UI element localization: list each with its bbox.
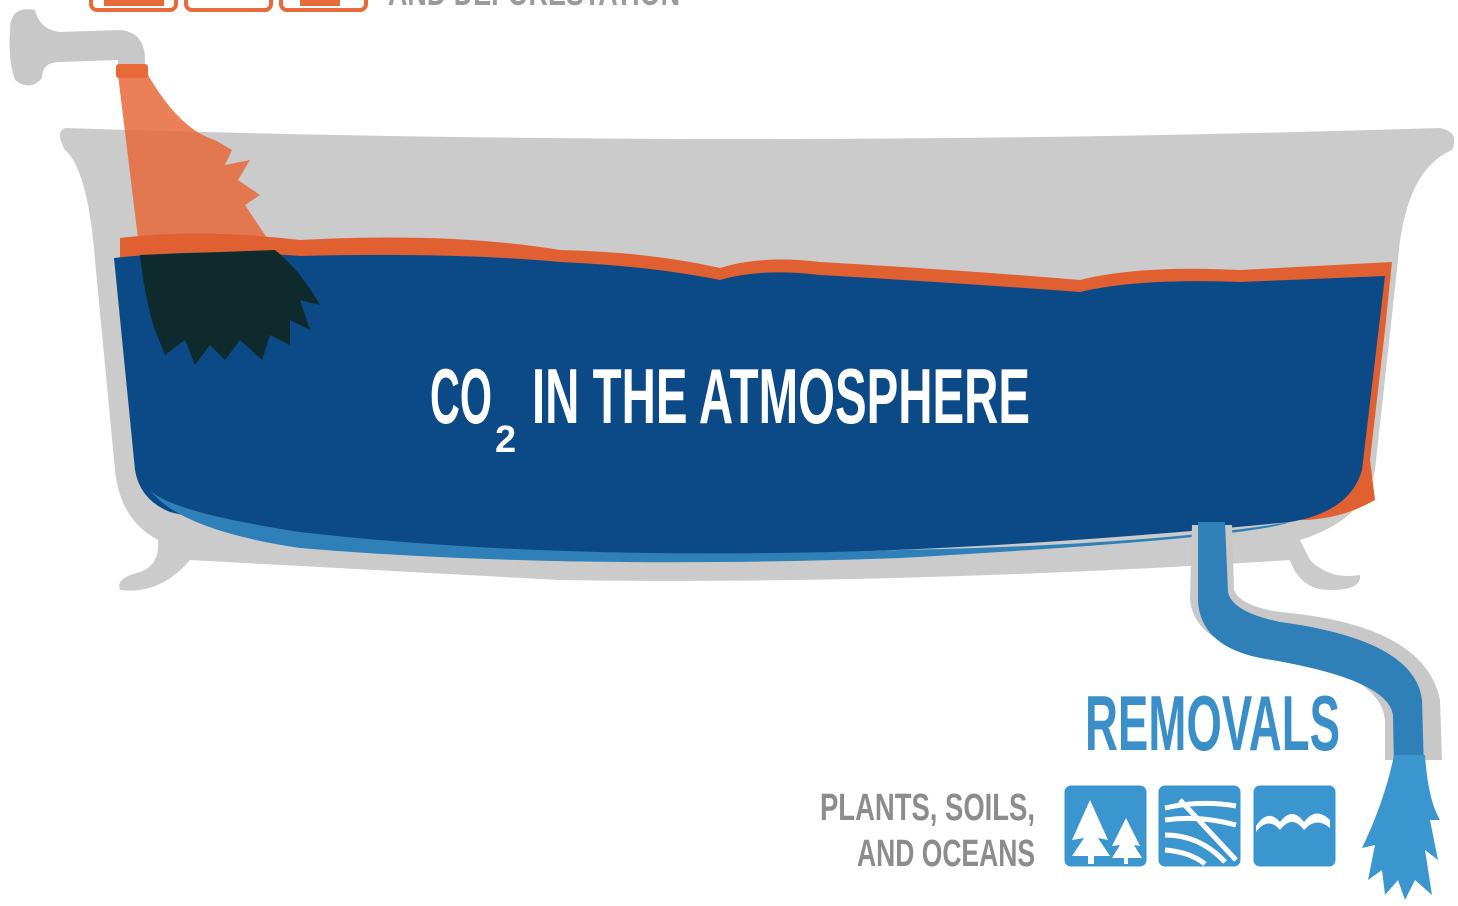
icon-detail — [104, 0, 340, 6]
tub-subscript: 2 — [495, 419, 516, 461]
removals-title: REMOVALS — [1085, 679, 1340, 767]
waterfall — [1362, 755, 1440, 900]
removals-line: PLANTS, SOILS, — [820, 787, 1035, 829]
tub-label: CO — [430, 352, 492, 440]
infographic: AND DEFORESTATION CO 2 IN THE ATMOSPHERE… — [0, 0, 1458, 906]
removals-line: AND OCEANS — [857, 833, 1035, 875]
removal-icons — [1063, 784, 1337, 868]
header-caption: AND DEFORESTATION — [388, 0, 680, 13]
tub-label-rest: IN THE ATMOSPHERE — [532, 352, 1030, 440]
